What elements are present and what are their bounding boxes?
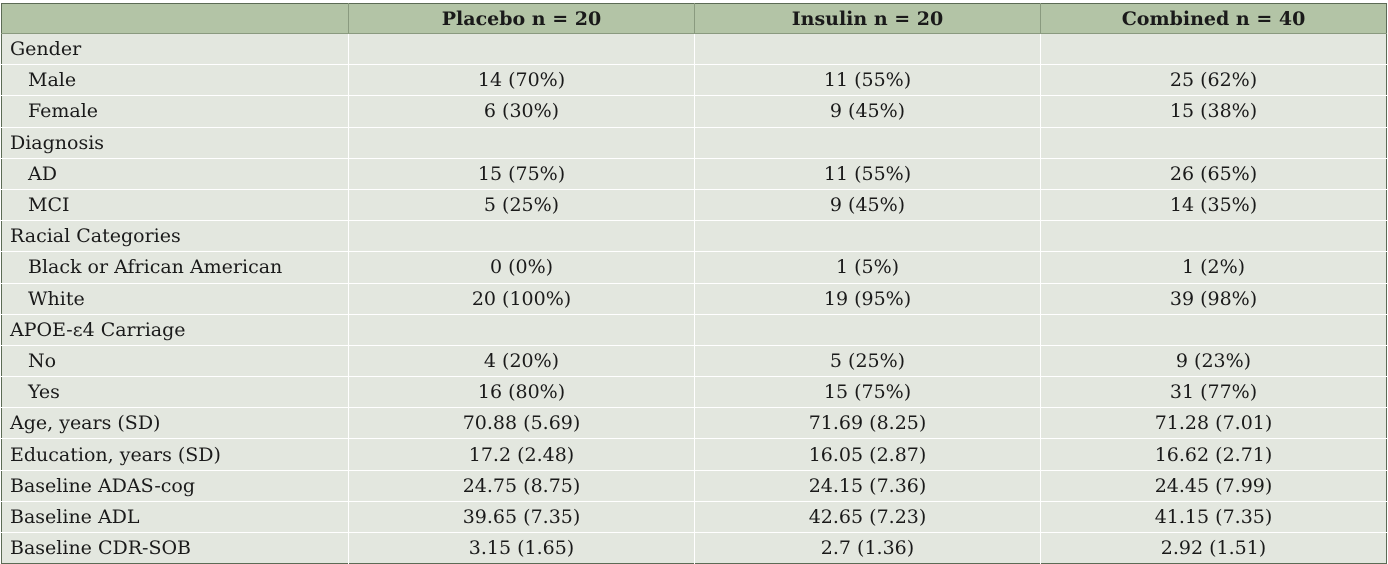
- cell-placebo: 24.75 (8.75): [348, 469, 695, 502]
- table-header: Placebo n = 20 Insulin n = 20 Combined n…: [1, 3, 1387, 34]
- cell-insulin: 24.15 (7.36): [694, 469, 1041, 502]
- cell-placebo: [348, 220, 695, 252]
- cell-insulin: 16.05 (2.87): [694, 438, 1041, 471]
- cell-insulin: 19 (95%): [694, 282, 1041, 315]
- cell-insulin: [694, 313, 1041, 346]
- table-row: MCI 5 (25%) 9 (45%) 14 (35%): [1, 188, 1387, 221]
- row-label: Gender: [1, 33, 349, 65]
- row-sublabel: White: [1, 282, 349, 315]
- row-sublabel: MCI: [1, 188, 349, 221]
- table-row: Black or African American 0 (0%) 1 (5%) 1 (…: [1, 251, 1387, 283]
- table-row: Baseline ADL 39.65 (7.35) 42.65 (7.23) 41.1…: [1, 500, 1387, 533]
- cell-insulin: 11 (55%): [694, 64, 1041, 96]
- row-sublabel: AD: [1, 157, 349, 190]
- cell-placebo: 70.88 (5.69): [348, 407, 695, 439]
- table-row: Racial Categories: [1, 220, 1387, 252]
- cell-placebo: 17.2 (2.48): [348, 438, 695, 471]
- cell-combined: 71.28 (7.01): [1040, 407, 1387, 439]
- cell-insulin: 15 (75%): [694, 376, 1041, 408]
- cell-combined: 31 (77%): [1040, 376, 1387, 408]
- cell-placebo: [348, 33, 695, 65]
- cell-combined: 26 (65%): [1040, 157, 1387, 190]
- table-row: No 4 (20%) 5 (25%) 9 (23%): [1, 344, 1387, 377]
- cell-combined: 2.92 (1.51): [1040, 531, 1387, 564]
- cell-placebo: 5 (25%): [348, 188, 695, 221]
- cell-insulin: 1 (5%): [694, 251, 1041, 283]
- header-row: Placebo n = 20 Insulin n = 20 Combined n…: [1, 3, 1387, 34]
- demographics-table: Placebo n = 20 Insulin n = 20 Combined n…: [1, 3, 1387, 564]
- cell-placebo: 4 (20%): [348, 344, 695, 377]
- cell-placebo: 6 (30%): [348, 95, 695, 128]
- header-cell-label: [1, 3, 349, 34]
- cell-insulin: [694, 126, 1041, 159]
- table-row: Baseline ADAS-cog 24.75 (8.75) 24.15 (7.36…: [1, 469, 1387, 502]
- table-row: Baseline CDR-SOB 3.15 (1.65) 2.7 (1.36) 2.9…: [1, 531, 1387, 564]
- table-row: AD 15 (75%) 11 (55%) 26 (65%): [1, 157, 1387, 190]
- table-row: White 20 (100%) 19 (95%) 39 (98%): [1, 282, 1387, 315]
- cell-placebo: 0 (0%): [348, 251, 695, 283]
- cell-combined: 9 (23%): [1040, 344, 1387, 377]
- row-sublabel: Male: [1, 64, 349, 96]
- table-row: Diagnosis: [1, 126, 1387, 159]
- cell-insulin: 71.69 (8.25): [694, 407, 1041, 439]
- cell-insulin: 42.65 (7.23): [694, 500, 1041, 533]
- row-label: Baseline ADAS-cog: [1, 469, 349, 502]
- header-cell-insulin: Insulin n = 20: [694, 3, 1041, 34]
- table-row: Age, years (SD) 70.88 (5.69) 71.69 (8.25) 7…: [1, 407, 1387, 439]
- cell-placebo: 20 (100%): [348, 282, 695, 315]
- row-label: Racial Categories: [1, 220, 349, 252]
- row-label: Baseline ADL: [1, 500, 349, 533]
- cell-combined: [1040, 220, 1387, 252]
- table-row: Yes 16 (80%) 15 (75%) 31 (77%): [1, 376, 1387, 408]
- cell-combined: 1 (2%): [1040, 251, 1387, 283]
- row-sublabel: Yes: [1, 376, 349, 408]
- cell-combined: 14 (35%): [1040, 188, 1387, 221]
- table-row: APOE-ε4 Carriage: [1, 313, 1387, 346]
- cell-combined: 41.15 (7.35): [1040, 500, 1387, 533]
- cell-placebo: [348, 126, 695, 159]
- row-label: Education, years (SD): [1, 438, 349, 471]
- cell-insulin: [694, 220, 1041, 252]
- cell-insulin: 9 (45%): [694, 188, 1041, 221]
- cell-placebo: 14 (70%): [348, 64, 695, 96]
- cell-combined: [1040, 33, 1387, 65]
- row-label: Diagnosis: [1, 126, 349, 159]
- cell-placebo: 15 (75%): [348, 157, 695, 190]
- cell-combined: 15 (38%): [1040, 95, 1387, 128]
- cell-combined: [1040, 313, 1387, 346]
- cell-combined: [1040, 126, 1387, 159]
- cell-placebo: [348, 313, 695, 346]
- cell-combined: 39 (98%): [1040, 282, 1387, 315]
- cell-insulin: 5 (25%): [694, 344, 1041, 377]
- cell-insulin: [694, 33, 1041, 65]
- cell-placebo: 39.65 (7.35): [348, 500, 695, 533]
- table-row: Female 6 (30%) 9 (45%) 15 (38%): [1, 95, 1387, 128]
- table-row: Male 14 (70%) 11 (55%) 25 (62%): [1, 64, 1387, 96]
- row-label: APOE-ε4 Carriage: [1, 313, 349, 346]
- table-row: Education, years (SD) 17.2 (2.48) 16.05 (2…: [1, 438, 1387, 471]
- cell-placebo: 3.15 (1.65): [348, 531, 695, 564]
- table-container: Placebo n = 20 Insulin n = 20 Combined n…: [1, 3, 1387, 564]
- header-cell-placebo: Placebo n = 20: [348, 3, 695, 34]
- cell-insulin: 9 (45%): [694, 95, 1041, 128]
- table-body: Gender Male 14 (70%) 11 (55%) 25 (62%) Female…: [1, 33, 1387, 564]
- table-row: Gender: [1, 33, 1387, 65]
- cell-combined: 16.62 (2.71): [1040, 438, 1387, 471]
- cell-combined: 25 (62%): [1040, 64, 1387, 96]
- cell-placebo: 16 (80%): [348, 376, 695, 408]
- cell-insulin: 2.7 (1.36): [694, 531, 1041, 564]
- row-label: Baseline CDR-SOB: [1, 531, 349, 564]
- header-cell-combined: Combined n = 40: [1040, 3, 1387, 34]
- row-sublabel: Black or African American: [1, 251, 349, 283]
- cell-insulin: 11 (55%): [694, 157, 1041, 190]
- row-label: Age, years (SD): [1, 407, 349, 439]
- row-sublabel: No: [1, 344, 349, 377]
- cell-combined: 24.45 (7.99): [1040, 469, 1387, 502]
- row-sublabel: Female: [1, 95, 349, 128]
